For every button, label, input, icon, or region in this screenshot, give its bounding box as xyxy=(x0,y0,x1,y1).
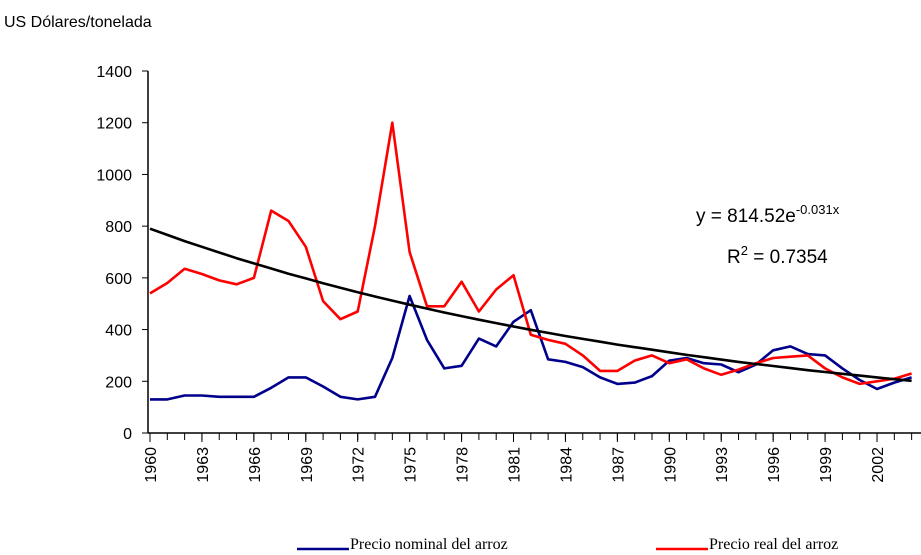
y-tick-label: 800 xyxy=(105,219,132,236)
legend-label: Precio real del arroz xyxy=(709,536,838,553)
y-tick-label: 600 xyxy=(105,271,132,288)
x-tick-label: 1984 xyxy=(558,447,575,483)
x-tick-label: 1981 xyxy=(507,447,524,483)
x-tick-label: 1960 xyxy=(143,447,160,483)
y-tick-label: 1000 xyxy=(96,167,132,184)
equation-base: y = 814.52e xyxy=(696,206,796,227)
legend-label: Precio nominal del arroz xyxy=(350,536,508,553)
y-tick-label: 0 xyxy=(123,426,132,443)
r-value: = 0.7354 xyxy=(748,247,828,268)
x-tick-label: 1999 xyxy=(818,447,835,483)
series-line xyxy=(149,121,912,386)
x-tick-label: 1987 xyxy=(610,447,627,483)
y-tick-label: 200 xyxy=(105,374,132,391)
x-tick-label: 1966 xyxy=(247,447,264,483)
x-tick-label: 1993 xyxy=(714,447,731,483)
y-tick-label: 400 xyxy=(105,323,132,340)
y-axis-label: US Dólares/tonelada xyxy=(4,14,152,31)
r-exponent: 2 xyxy=(741,243,748,258)
trend-equation: y = 814.52e-0.031x xyxy=(696,202,840,227)
x-tick-label: 1975 xyxy=(403,447,420,483)
x-tick-label: 1969 xyxy=(299,447,316,483)
series-line xyxy=(150,294,912,401)
x-tick-label: 1978 xyxy=(455,447,472,483)
trend-line xyxy=(149,227,912,383)
x-tick-label: 1963 xyxy=(195,447,212,483)
x-tick-label: 1972 xyxy=(351,447,368,483)
x-tick-label: 1996 xyxy=(766,447,783,483)
x-tick-label: 2002 xyxy=(870,447,887,483)
r-base: R xyxy=(727,247,741,268)
r-squared: R2 = 0.7354 xyxy=(727,243,828,268)
y-tick-label: 1200 xyxy=(96,116,132,133)
equation-exponent: -0.031x xyxy=(796,202,840,217)
x-tick-label: 1990 xyxy=(662,447,679,483)
y-tick-label: 1400 xyxy=(96,64,132,81)
